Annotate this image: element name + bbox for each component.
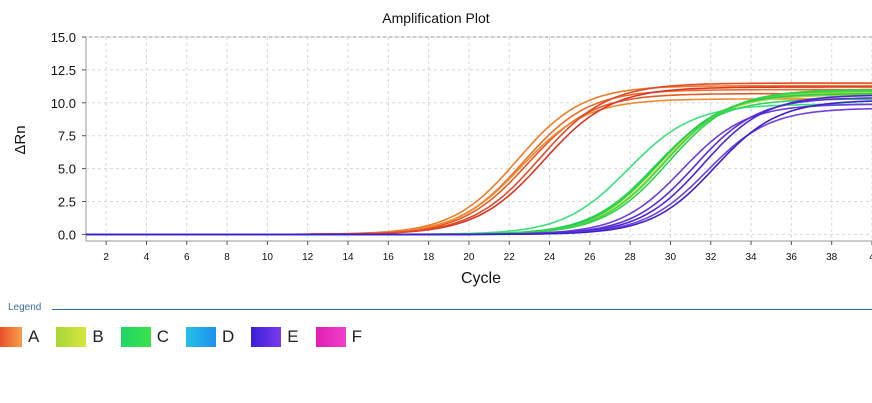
- y-tick-label: 2.5: [58, 195, 76, 210]
- amplification-chart: 0.02.55.07.510.012.515.02 4 6 8 10 12 14 16 18 20…: [12, 10, 872, 287]
- legend-label-a: A: [28, 327, 40, 346]
- x-tick-label: 18: [423, 252, 435, 263]
- x-tick-label: 4: [144, 252, 150, 263]
- x-tick-label: 30: [665, 252, 677, 263]
- legend-title: Legend: [8, 302, 46, 313]
- legend-swatch-c: [120, 327, 151, 347]
- plot-area: [85, 36, 872, 242]
- legend-item-c[interactable]: C: [120, 327, 169, 347]
- legend-swatch-a: [0, 327, 22, 347]
- x-tick-label: 12: [302, 252, 314, 263]
- legend-swatch-b: [56, 327, 87, 347]
- legend-label-e: E: [287, 327, 299, 346]
- legend-label-b: B: [92, 327, 104, 346]
- y-tick-label: 15.0: [51, 30, 76, 45]
- y-tick-label: 0.0: [58, 227, 76, 242]
- y-tick-label: 5.0: [58, 162, 76, 177]
- legend-swatch-d: [185, 327, 216, 347]
- x-tick-label: 14: [342, 252, 354, 263]
- series-line-e: [86, 100, 872, 236]
- y-axis-label: ΔRn: [12, 125, 29, 154]
- x-tick-label: 10: [262, 252, 274, 263]
- legend: A B C D E F: [0, 326, 379, 348]
- series-layer: [86, 82, 872, 236]
- x-tick-label: 2: [103, 252, 109, 263]
- legend-item-f[interactable]: F: [315, 327, 362, 347]
- x-tick-label: 22: [504, 252, 516, 263]
- legend-swatch-e: [251, 327, 282, 347]
- y-tick-label: 10.0: [51, 96, 76, 111]
- legend-item-e[interactable]: E: [251, 327, 299, 347]
- legend-swatch-f: [315, 327, 346, 347]
- y-tick-label: 12.5: [51, 63, 76, 78]
- axis-ticks: 0.02.55.07.510.012.515.02 4 6 8 10 12 14 16 18 20…: [51, 30, 872, 263]
- x-tick-label: 4: [869, 252, 872, 263]
- legend-item-d[interactable]: D: [185, 327, 235, 347]
- legend-label-c: C: [156, 327, 169, 346]
- x-tick-label: 32: [705, 252, 717, 263]
- x-tick-label: 8: [224, 252, 230, 263]
- legend-item-b[interactable]: B: [56, 327, 104, 347]
- x-tick-label: 26: [584, 252, 596, 263]
- legend-label-f: F: [351, 327, 362, 346]
- legend-item-a[interactable]: A: [0, 327, 39, 347]
- x-axis-label: Cycle: [461, 270, 501, 287]
- legend-label-d: D: [221, 327, 235, 346]
- x-tick-label: 16: [383, 252, 395, 263]
- legend-divider: [52, 309, 872, 310]
- y-tick-label: 7.5: [58, 129, 76, 144]
- x-tick-label: 38: [826, 252, 838, 263]
- x-tick-label: 34: [746, 252, 758, 263]
- chart-title: Amplification Plot: [382, 10, 489, 26]
- x-tick-label: 20: [463, 252, 475, 263]
- x-tick-label: 6: [184, 252, 190, 263]
- x-tick-label: 28: [625, 252, 637, 263]
- x-tick-label: 36: [786, 252, 798, 263]
- x-tick-label: 24: [544, 252, 556, 263]
